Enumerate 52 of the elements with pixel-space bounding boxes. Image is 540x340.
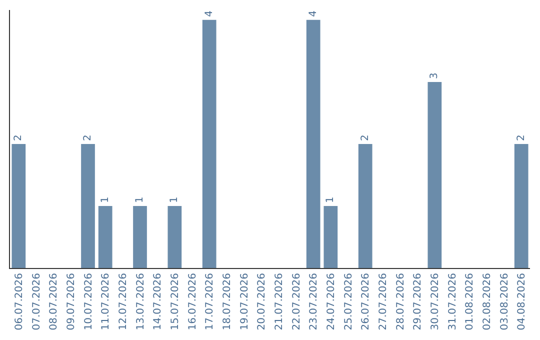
bar [306,20,320,268]
x-tick-label: 22.07.2026 [291,273,302,330]
x-tick-label: 21.07.2026 [274,273,285,330]
bar [12,144,26,268]
x-tick-label: 26.07.2026 [360,273,372,330]
bar [514,144,528,268]
data-label: 4 [308,10,319,17]
data-label: 2 [13,134,24,141]
x-tick-label: 20.07.2026 [256,273,268,330]
data-label: 1 [169,196,180,203]
x-tick-label: 07.07.2026 [31,273,42,330]
x-tick-label: 23.07.2026 [308,273,320,330]
data-label: 2 [82,134,94,141]
bar [133,206,147,268]
x-tick-label: 04.08.2026 [516,273,528,330]
bar [324,206,338,268]
x-tick-label: 18.07.2026 [222,273,233,330]
x-tick-label: 27.07.2026 [378,273,389,330]
x-tick-label: 28.07.2026 [395,273,406,330]
x-tick-label: 15.07.2026 [170,273,181,330]
bar [428,82,442,268]
bar [168,206,182,268]
x-tick-label: 12.07.2026 [118,273,129,330]
bar [358,144,372,268]
data-label: 1 [134,196,146,203]
x-tick-label: 08.07.2026 [48,273,60,330]
bar [81,144,95,268]
x-tick-label: 03.08.2026 [499,273,510,330]
data-label: 2 [516,134,527,141]
x-tick-label: 16.07.2026 [187,273,198,330]
x-tick-label: 30.07.2026 [430,273,441,330]
bar [98,206,112,268]
data-label: 4 [204,10,215,17]
x-tick-label: 24.07.2026 [326,273,337,330]
x-tick-label: 09.07.2026 [66,273,77,330]
x-tick-label: 25.07.2026 [343,273,354,330]
data-label: 2 [360,134,371,141]
x-tick-label: 31.07.2026 [447,273,458,330]
data-label: 1 [100,196,111,203]
x-tick-label: 11.07.2026 [100,273,112,330]
x-tick-label: 02.08.2026 [482,273,493,330]
x-tick-label: 14.07.2026 [152,273,164,330]
x-tick-label: 01.08.2026 [464,273,476,330]
x-tick-label: 10.07.2026 [83,273,94,330]
data-label: 3 [429,72,440,79]
x-tick-label: 19.07.2026 [239,273,250,330]
data-label: 1 [325,196,336,203]
x-tick-label: 29.07.2026 [412,273,424,330]
x-tick-label: 06.07.2026 [14,273,25,330]
x-tick-label: 13.07.2026 [135,273,146,330]
x-tick-label: 17.07.2026 [204,273,216,330]
bar [202,20,216,268]
